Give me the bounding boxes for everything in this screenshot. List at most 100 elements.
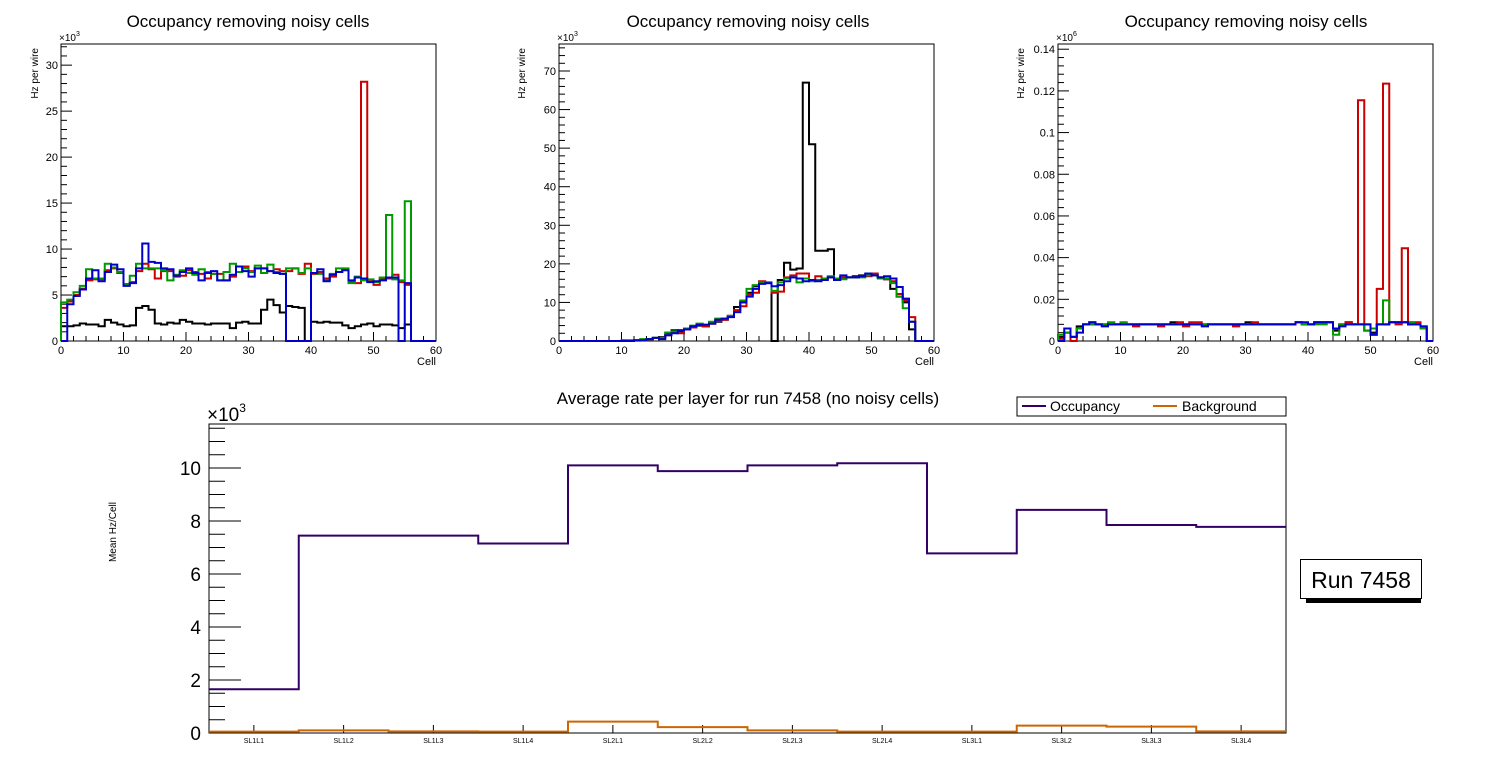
plot-frame (60, 43, 437, 342)
x-category-label: SL1L4 (513, 738, 533, 745)
y-multiplier: ×103 (59, 31, 80, 44)
y-axis-title: Hz per wire (30, 48, 41, 99)
x-tick-label: 0 (1055, 345, 1061, 357)
y-tick-label: 20 (46, 152, 58, 164)
y-tick-label: 0 (52, 336, 58, 348)
series-line-occupancy (209, 462, 1286, 691)
y-tick-label: 10 (46, 244, 58, 256)
legend-label-background: Background (1182, 398, 1257, 414)
y-axis-title: Hz per wire (1016, 48, 1027, 99)
legend: Occupancy Background (1016, 396, 1287, 417)
series-line-layer-green (559, 274, 934, 342)
x-tick-label: 0 (556, 345, 562, 357)
x-category-label: SL3L1 (962, 738, 982, 745)
run-box-shadow (1306, 598, 1421, 603)
y-multiplier-exponent: 3 (76, 31, 80, 38)
y-tick-label: 40 (544, 182, 556, 194)
run-annotation: Run 7458 (1300, 559, 1422, 603)
panel-1: Occupancy removing noisy cells Hz per wir… (30, 12, 442, 368)
x-tick-label: 10 (117, 345, 129, 357)
y-tick-label: 8 (190, 512, 201, 533)
panel-3: Occupancy removing noisy cells Hz per wir… (1016, 12, 1439, 368)
chart-title: Occupancy removing noisy cells (627, 12, 870, 31)
x-category-label: SL2L2 (693, 738, 713, 745)
y-tick-label: 0.14 (1034, 44, 1055, 56)
legend-label-occupancy: Occupancy (1050, 398, 1120, 414)
series-line-layer-blue (559, 272, 934, 342)
x-tick-label: 10 (615, 345, 627, 357)
x-category-label: SL1L3 (423, 738, 443, 745)
x-tick-label: 20 (1177, 345, 1189, 357)
y-tick-label: 30 (46, 60, 58, 72)
x-category-label: SL3L3 (1141, 738, 1161, 745)
y-tick-label: 15 (46, 198, 58, 210)
x-tick-label: 50 (367, 345, 379, 357)
panel-average-rate: Average rate per layer for run 7458 (no … (108, 389, 1287, 745)
y-tick-label: 70 (544, 66, 556, 78)
x-tick-label: 40 (305, 345, 317, 357)
x-tick-label: 20 (678, 345, 690, 357)
x-tick-label: 0 (58, 345, 64, 357)
y-tick-label: 30 (544, 220, 556, 232)
y-tick-label: 50 (544, 143, 556, 155)
y-axis-title: Hz per wire (517, 48, 528, 99)
y-tick-label: 0.12 (1034, 86, 1055, 98)
series-line-layer-blue (1058, 321, 1433, 342)
y-multiplier-exponent: 3 (239, 401, 246, 415)
y-tick-label: 0 (190, 724, 201, 745)
y-multiplier: ×106 (1056, 31, 1077, 44)
series-line-layer-black (60, 298, 436, 342)
x-category-label: SL3L4 (1231, 738, 1251, 745)
x-tick-label: 10 (1114, 345, 1126, 357)
x-category-label: SL1L2 (334, 738, 354, 745)
x-tick-label: 60 (928, 345, 940, 357)
y-axis-title: Mean Hz/Cell (108, 502, 119, 562)
y-multiplier: ×103 (207, 401, 246, 426)
y-tick-label: 0 (1049, 336, 1055, 348)
y-tick-label: 20 (544, 259, 556, 271)
chart-title: Occupancy removing noisy cells (1125, 12, 1368, 31)
y-multiplier-exponent: 6 (1073, 31, 1077, 38)
run-box (1300, 559, 1422, 599)
x-category-label: SL1L1 (244, 738, 264, 745)
y-multiplier-exponent: 3 (574, 31, 578, 38)
y-tick-label: 0.1 (1040, 128, 1055, 140)
y-tick-label: 10 (544, 297, 556, 309)
x-category-label: SL2L1 (603, 738, 623, 745)
x-tick-label: 30 (1239, 345, 1251, 357)
y-tick-label: 0.02 (1034, 294, 1055, 306)
x-tick-label: 30 (740, 345, 752, 357)
chart-title: Average rate per layer for run 7458 (no … (557, 389, 939, 408)
series-line-layer-blue (61, 242, 436, 342)
chart-title: Occupancy removing noisy cells (127, 12, 370, 31)
series-line-layer-red (1057, 82, 1433, 342)
y-tick-label: 25 (46, 106, 58, 118)
panel-2: Occupancy removing noisy cells Hz per wir… (517, 12, 940, 368)
y-tick-label: 10 (180, 459, 201, 480)
x-tick-label: 40 (1302, 345, 1314, 357)
x-tick-label: 30 (242, 345, 254, 357)
x-category-label: SL3L2 (1052, 738, 1072, 745)
x-category-label: SL2L3 (782, 738, 802, 745)
x-category-label: SL2L4 (872, 738, 892, 745)
x-axis-title: Cell (915, 356, 934, 368)
y-tick-label: 60 (544, 105, 556, 117)
series-line-layer-red (559, 272, 934, 342)
x-axis-title: Cell (417, 356, 436, 368)
run-label: Run 7458 (1311, 567, 1411, 593)
x-tick-label: 50 (1364, 345, 1376, 357)
x-axis-title: Cell (1414, 356, 1433, 368)
y-tick-label: 0 (550, 336, 556, 348)
y-tick-label: 0.08 (1034, 169, 1055, 181)
series-line-background (209, 720, 1286, 733)
plot-frame (208, 423, 1287, 734)
x-tick-label: 60 (1427, 345, 1439, 357)
x-tick-label: 40 (803, 345, 815, 357)
y-multiplier: ×103 (557, 31, 578, 44)
y-tick-label: 4 (190, 618, 201, 639)
x-tick-label: 60 (430, 345, 442, 357)
series-line-layer-red (60, 80, 436, 342)
legend-box (1016, 396, 1287, 417)
y-tick-label: 2 (190, 671, 201, 692)
